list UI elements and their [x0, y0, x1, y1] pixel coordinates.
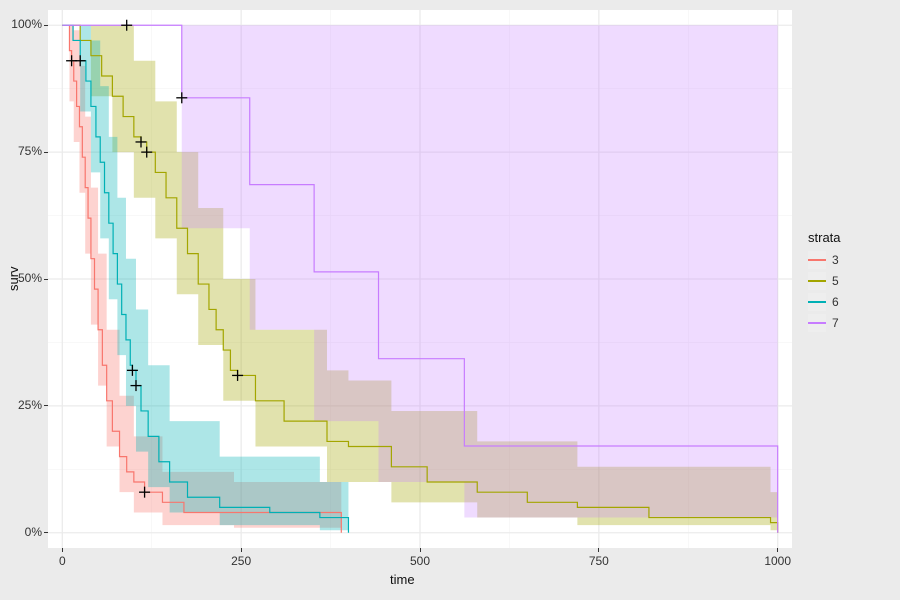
legend-label: 7: [832, 316, 839, 330]
y-axis-title: surv: [6, 266, 21, 291]
legend-item-6: 6: [808, 292, 841, 312]
legend-item-3: 3: [808, 250, 841, 270]
y-tick-label: 0%: [25, 525, 42, 539]
y-tick-label: 100%: [11, 17, 42, 31]
x-tick-label: 750: [579, 554, 619, 568]
x-tick-label: 0: [42, 554, 82, 568]
y-tick-label: 50%: [18, 271, 42, 285]
x-tick-label: 1000: [758, 554, 798, 568]
legend-swatch: [808, 293, 826, 311]
x-axis-title: time: [390, 572, 415, 587]
x-tick-label: 250: [221, 554, 261, 568]
legend-swatch: [808, 251, 826, 269]
legend-swatch: [808, 272, 826, 290]
legend-label: 3: [832, 253, 839, 267]
chart-container: strata 3 5 6 7 0 250 500 750 1000 0% 25% 50% 75% 100…: [0, 0, 900, 600]
legend-label: 6: [832, 295, 839, 309]
legend-item-5: 5: [808, 271, 841, 291]
legend: strata 3 5 6 7: [808, 230, 841, 334]
legend-title: strata: [808, 230, 841, 245]
legend-swatch: [808, 314, 826, 332]
y-tick-label: 25%: [18, 398, 42, 412]
y-tick-label: 75%: [18, 144, 42, 158]
legend-item-7: 7: [808, 313, 841, 333]
legend-label: 5: [832, 274, 839, 288]
plot-svg: [0, 0, 900, 600]
x-tick-label: 500: [400, 554, 440, 568]
